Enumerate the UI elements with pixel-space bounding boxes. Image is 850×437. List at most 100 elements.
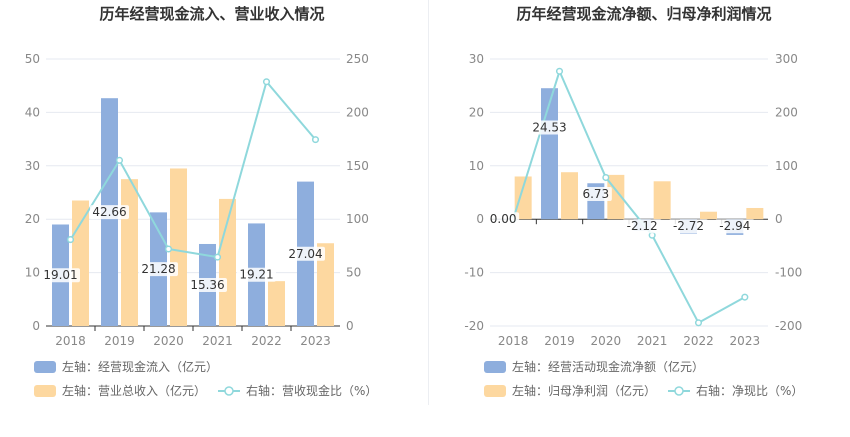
left-axis-tick-label: 0 <box>476 212 484 226</box>
legend-item-line-label: 右轴：营收现金比（%） <box>246 383 377 398</box>
right-axis-tick-label: 200 <box>346 105 369 119</box>
legend-item-secondary-swatch <box>34 385 56 397</box>
right-axis-tick-label: 0 <box>775 212 783 226</box>
x-axis-tick-label: 2019 <box>544 334 575 348</box>
legend-item-line-marker <box>674 386 684 396</box>
bar-data-label: 27.04 <box>288 247 322 261</box>
ratio-line <box>512 68 746 325</box>
right-axis-tick-label: 250 <box>346 52 369 66</box>
x-axis-tick-label: 2022 <box>683 334 714 348</box>
left-axis-tick-label: 10 <box>469 159 484 173</box>
bar-data-label: 15.36 <box>190 278 224 292</box>
ratio-line-point <box>213 253 222 261</box>
bar-data-label: -2.72 <box>673 219 704 233</box>
data-label-bg <box>139 262 178 277</box>
legend-item-secondary-swatch <box>484 385 506 397</box>
legend-item-primary-swatch <box>484 361 506 373</box>
x-axis-tick-label: 2019 <box>104 334 135 348</box>
data-label-bg <box>715 219 755 234</box>
x-axis-tick-label: 2021 <box>637 334 668 348</box>
bar-secondary <box>317 243 334 326</box>
data-label-bg <box>622 219 662 234</box>
bar-data-label: -2.12 <box>627 219 658 233</box>
ratio-line-point <box>262 78 271 86</box>
legend-item-secondary-label: 左轴：营业总收入（亿元） <box>62 383 206 398</box>
ratio-line-point <box>602 173 610 182</box>
right-axis-tick-label: 50 <box>346 266 361 280</box>
bar-data-label: 42.66 <box>92 205 126 219</box>
bar-data-label: 19.21 <box>239 268 273 282</box>
chart-title: 历年经营现金流入、营业收入情况 <box>99 5 324 23</box>
chart-panel-1: 历年经营现金流入、营业收入情况 0 0 10 50 20 100 30 150 40 200 50 25… <box>25 5 378 398</box>
x-axis-tick-label: 2023 <box>730 334 761 348</box>
data-label-bg <box>286 246 325 261</box>
bar-data-label: 19.01 <box>43 268 77 282</box>
legend-item-line-label: 右轴：净现比（%） <box>696 383 803 398</box>
legend-item-primary-swatch <box>34 361 56 373</box>
data-label-bg <box>487 212 520 227</box>
right-axis-tick-label: 100 <box>346 212 369 226</box>
bar-data-label: 0.00 <box>490 212 517 226</box>
x-axis-tick-label: 2018 <box>55 334 86 348</box>
x-axis-tick-label: 2020 <box>591 334 622 348</box>
chart-title: 历年经营现金流净额、归母净利润情况 <box>516 5 771 23</box>
right-axis-tick-label: -200 <box>775 319 802 333</box>
bar-data-label: 24.53 <box>532 121 566 135</box>
data-label-bg <box>669 219 708 234</box>
right-axis-tick-label: 300 <box>775 52 798 66</box>
ratio-line <box>69 79 317 259</box>
ratio-line-point <box>694 319 703 327</box>
ratio-line-point <box>311 136 320 144</box>
left-axis-tick-label: 40 <box>25 105 40 119</box>
left-axis-tick-label: 30 <box>25 159 40 173</box>
legend-item-primary-label: 左轴：经营现金流入（亿元） <box>62 359 218 374</box>
x-axis-tick-label: 2023 <box>300 334 331 348</box>
right-axis-tick-label: 100 <box>775 159 798 173</box>
bar-secondary <box>72 200 89 326</box>
bar-secondary <box>653 181 671 220</box>
data-label-bg <box>90 205 129 220</box>
chart-panel-2: 历年经营现金流净额、归母净利润情况 -20 -200 -10 -100 0 0 10 100 20… <box>464 5 803 398</box>
x-axis-tick-label: 2018 <box>498 334 529 348</box>
left-axis-tick-label: 20 <box>469 105 484 119</box>
ratio-line-point <box>66 236 75 244</box>
panel-divider <box>428 0 429 405</box>
bar-secondary <box>170 168 187 326</box>
bar-secondary <box>268 281 285 326</box>
ratio-line-point <box>648 231 656 239</box>
ratio-line-point <box>741 293 749 301</box>
bar-secondary <box>561 172 578 220</box>
x-axis-tick-label: 2020 <box>153 334 184 348</box>
ratio-line-point <box>555 67 564 75</box>
ratio-line-point <box>115 156 124 164</box>
bar-secondary <box>700 211 717 220</box>
left-axis-tick-label: -10 <box>464 266 484 280</box>
x-axis-tick-label: 2022 <box>251 334 282 348</box>
legend-item-line-marker <box>224 386 234 396</box>
left-axis-tick-label: 10 <box>25 266 40 280</box>
right-axis-tick-label: -100 <box>775 266 802 280</box>
bar-data-label: -2.94 <box>719 219 750 233</box>
bar-data-label: 21.28 <box>141 262 175 276</box>
bar-secondary <box>514 176 532 220</box>
bar-data-label: 6.73 <box>582 187 609 201</box>
left-axis-tick-label: 30 <box>469 52 484 66</box>
bar-primary <box>541 88 558 220</box>
data-label-bg <box>237 267 276 282</box>
right-axis-tick-label: 0 <box>346 319 354 333</box>
legend-item-secondary-label: 左轴：归母净利润（亿元） <box>512 383 656 398</box>
data-label-bg <box>530 120 569 135</box>
left-axis-tick-label: 50 <box>25 52 40 66</box>
left-axis-tick-label: -20 <box>464 319 484 333</box>
data-label-bg <box>41 268 80 283</box>
data-label-bg <box>188 277 227 292</box>
data-label-bg <box>579 187 612 202</box>
legend-item-primary-label: 左轴：经营活动现金流净额（亿元） <box>512 359 704 374</box>
x-axis-tick-label: 2021 <box>202 334 233 348</box>
left-axis-tick-label: 0 <box>32 319 40 333</box>
left-axis-tick-label: 20 <box>25 212 40 226</box>
bar-secondary <box>746 207 764 220</box>
right-axis-tick-label: 200 <box>775 105 798 119</box>
bar-secondary <box>121 179 138 326</box>
